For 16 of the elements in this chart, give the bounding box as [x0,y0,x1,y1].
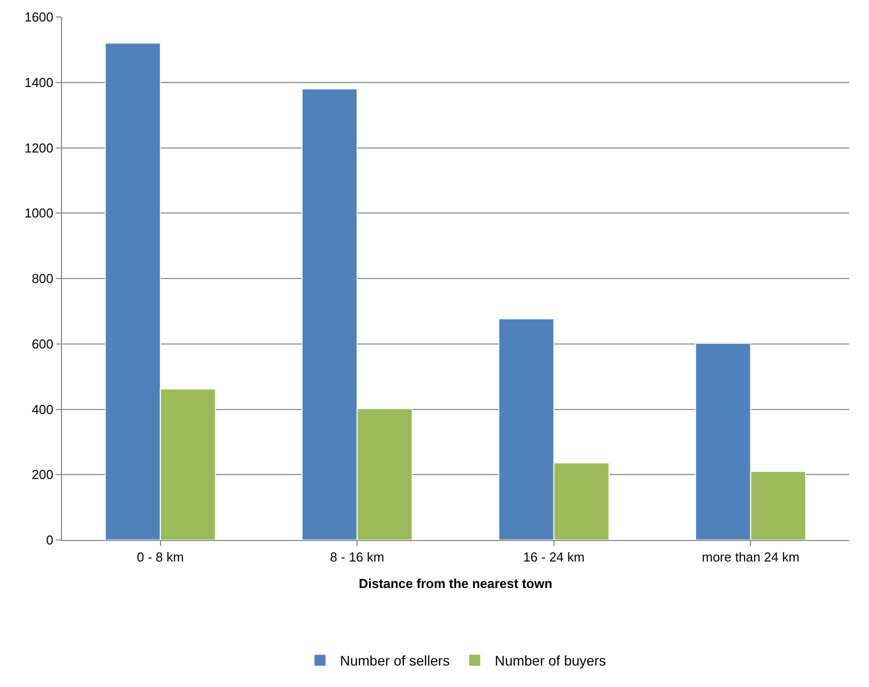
legend-label: Number of sellers [340,652,450,669]
y-tick-label: 0 [46,532,54,548]
y-tick-label: 1400 [24,74,54,90]
y-tick-label: 200 [32,467,54,482]
y-tick-label: 800 [32,271,54,286]
y-tick-label: 1000 [24,206,54,221]
y-tick-label: 1600 [24,10,54,25]
y-tick-label: 400 [32,402,54,417]
x-tick-label: 0 - 8 km [136,550,184,565]
legend-label: Number of buyers [494,652,606,669]
x-tick-label: 16 - 24 km [523,550,585,565]
x-axis-title: Distance from the nearest town [358,576,552,592]
y-tick-label: 1200 [24,140,54,156]
y-tick-label: 600 [32,336,54,352]
x-tick-label: 8 - 16 km [330,550,384,565]
x-tick-label: more than 24 km [702,550,800,565]
